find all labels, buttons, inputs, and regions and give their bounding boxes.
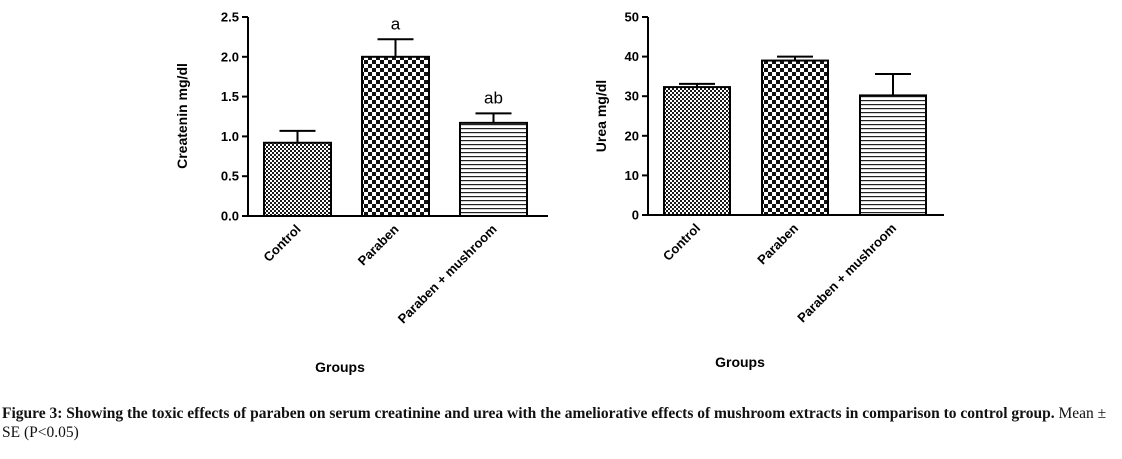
y-axis-title: Urea mg/dl [593, 80, 609, 152]
bar [459, 121, 528, 217]
y-tick-label: 40 [625, 49, 639, 64]
category-label: Paraben [754, 220, 801, 267]
x-axis-title: Groups [315, 359, 365, 375]
y-tick-label: 1.0 [221, 129, 239, 144]
y-axis-title: Createnin mg/dl [174, 63, 190, 169]
y-tick-label: 20 [625, 128, 639, 143]
y-tick-label: 10 [625, 168, 639, 183]
category-label: Paraben + mushroom [794, 221, 899, 326]
y-tick-label: 2.5 [221, 10, 239, 25]
y-tick-label: 30 [625, 89, 639, 104]
bar [663, 86, 731, 216]
category-label: Paraben [355, 221, 402, 268]
category-label: Paraben + mushroom [395, 222, 500, 327]
bar [361, 55, 430, 217]
significance-label: ab [484, 88, 503, 107]
bar [263, 141, 332, 218]
category-label: Control [660, 221, 703, 264]
x-axis-title: Groups [715, 354, 765, 370]
significance-label: a [391, 14, 401, 33]
category-label: Control [260, 222, 303, 265]
y-tick-label: 0.0 [221, 209, 239, 224]
y-tick-label: 50 [625, 10, 639, 25]
y-tick-label: 2.0 [221, 49, 239, 64]
figure-caption: Figure 3: Showing the toxic effects of p… [2, 404, 1118, 442]
y-tick-label: 0 [632, 208, 639, 223]
bar [761, 59, 829, 217]
y-tick-label: 0.5 [221, 169, 239, 184]
y-tick-label: 1.5 [221, 89, 239, 104]
bar [859, 94, 927, 216]
caption-main: Figure 3: Showing the toxic effects of p… [2, 405, 1055, 422]
creatinine-chart: 0.0 0.5 1.0 1.5 2.0 2.5 Control a Paraben ab Parab… [174, 10, 548, 375]
caption-tail: Mean ± SE (P<0.05) [2, 405, 1107, 441]
